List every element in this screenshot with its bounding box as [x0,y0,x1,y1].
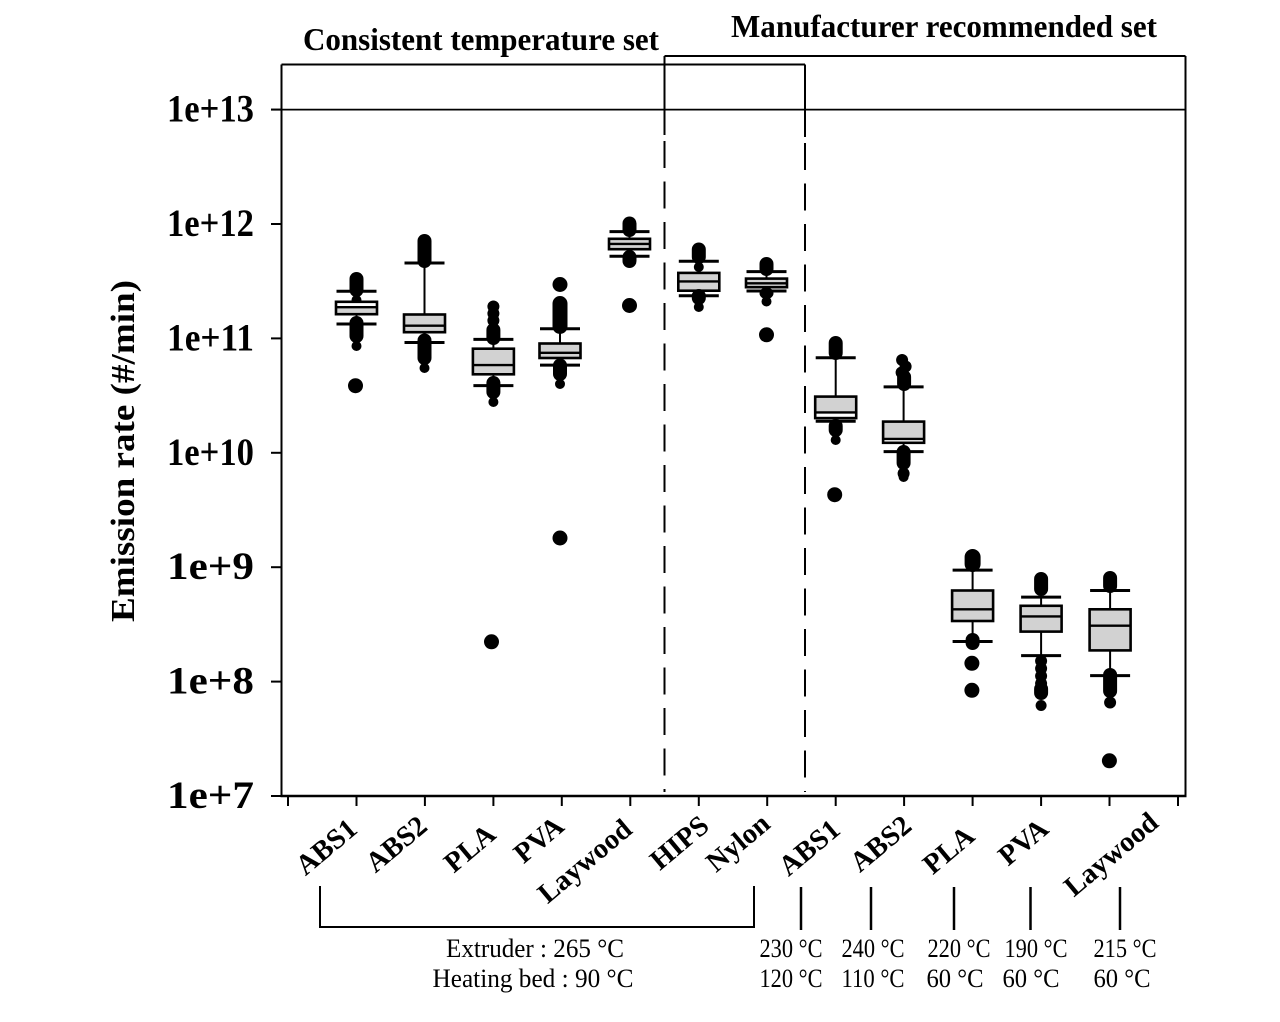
svg-text:1e+12: 1e+12 [167,202,254,245]
svg-text:230 °C: 230 °C [760,934,823,963]
svg-text:190 °C: 190 °C [1005,934,1068,963]
svg-text:60 °C: 60 °C [1094,964,1151,993]
svg-text:Heating bed : 90 °C: Heating bed : 90 °C [433,964,634,993]
svg-text:Manufacturer recommended set: Manufacturer recommended set [731,9,1158,44]
svg-text:1e+13: 1e+13 [167,88,254,131]
svg-text:110 °C: 110 °C [842,964,905,993]
svg-text:1e+7: 1e+7 [167,774,254,817]
svg-text:240 °C: 240 °C [842,934,905,963]
svg-text:1e+9: 1e+9 [167,545,254,588]
svg-text:60 °C: 60 °C [927,964,984,993]
svg-text:Emission rate (#/min): Emission rate (#/min) [105,280,142,622]
svg-text:120 °C: 120 °C [760,964,823,993]
svg-text:220 °C: 220 °C [928,934,991,963]
svg-text:Extruder : 265 °C: Extruder : 265 °C [446,934,624,963]
svg-text:1e+10: 1e+10 [167,431,254,474]
svg-text:215 °C: 215 °C [1094,934,1157,963]
svg-text:1e+11: 1e+11 [167,316,254,359]
svg-text:1e+8: 1e+8 [167,660,254,703]
svg-text:Consistent temperature set: Consistent temperature set [303,21,659,57]
svg-text:60 °C: 60 °C [1003,964,1060,993]
